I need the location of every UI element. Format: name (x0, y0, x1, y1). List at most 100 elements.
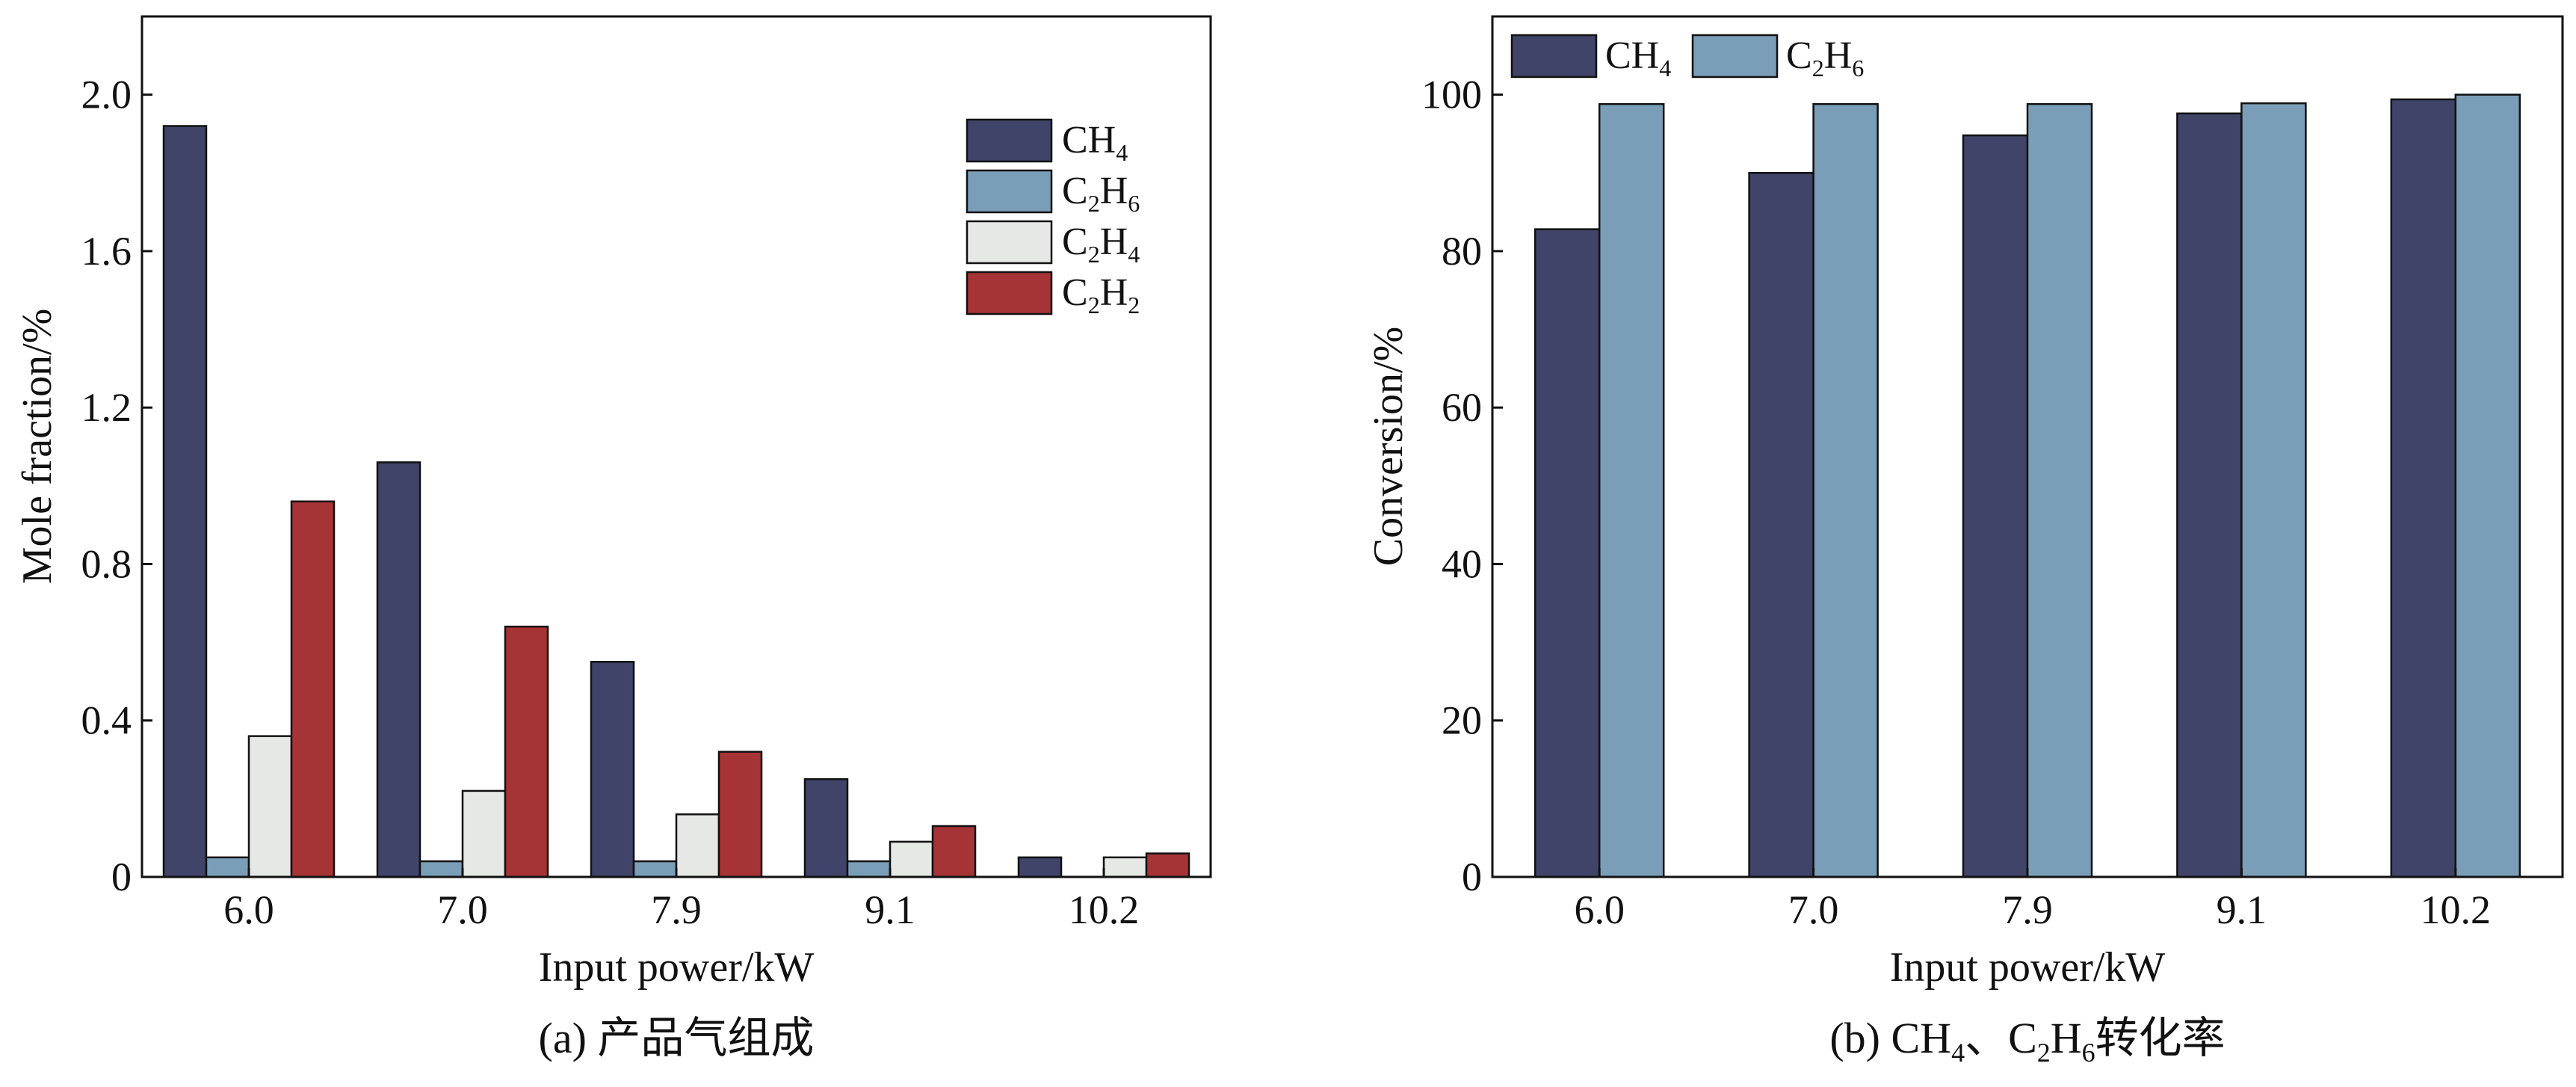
chart-a-bar-C2H4-9.1 (889, 840, 934, 878)
chart-b-caption-prefix: (b) (1829, 1014, 1891, 1062)
chart-b-x-tick-label-7.0: 7.0 (1788, 887, 1839, 932)
chart-a-x-tick-label-6.0: 6.0 (223, 887, 274, 932)
chart-a-caption-prefix: (a) (539, 1014, 598, 1062)
chart-b-x-tick-label-10.2: 10.2 (2421, 887, 2492, 932)
chart-b-x-axis-label: Input power/kW (1890, 944, 2166, 991)
chart-b-bar-C2H6-6.0 (1598, 102, 1665, 878)
chart-a-bar-CH4-10.2 (1017, 856, 1063, 878)
chart-a-legend-label-C2H6-sub2: 6 (1128, 190, 1140, 217)
chart-a-legend-swatch-CH4 (966, 118, 1053, 163)
chart-a-bar-C2H6-9.1 (846, 860, 892, 878)
chart-a-legend-swatch-C2H4 (966, 220, 1053, 265)
chart-a-legend-label-C2H6-base: C (1062, 170, 1088, 212)
chart-b-caption-sep-c: 、C (1965, 1014, 2037, 1062)
chart-a-bar-CH4-6.0 (162, 125, 208, 878)
chart-b-legend-label-CH4-base: CH (1605, 34, 1659, 77)
chart-a-x-axis-label: Input power/kW (539, 944, 815, 991)
chart-b-caption-sub2: 2 (2037, 1038, 2051, 1068)
chart-b-legend-label-CH4-sub1: 4 (1659, 55, 1671, 81)
chart-a-legend-label-C2H6-mid: H (1100, 170, 1128, 212)
chart-a-legend-label-C2H4: C2H4 (1062, 221, 1140, 268)
chart-a-x-tick-label-7.9: 7.9 (651, 887, 702, 932)
chart-a-bar-C2H2-10.2 (1145, 852, 1190, 878)
chart-b-caption-sub6: 6 (2082, 1038, 2095, 1068)
chart-a-y-tick-label-0: 0 (111, 854, 132, 899)
chart-a-bar-C2H6-6.0 (205, 856, 250, 878)
chart-a-mole-fraction: 00.40.81.21.62.0 6.0 7.0 7.9 9.1 10.2 CH4C2H… (14, 15, 1212, 1062)
chart-a-y-axis-label: Mole fraction/% (14, 309, 61, 585)
chart-b-bar-C2H6-9.1 (2240, 102, 2307, 878)
chart-a-bar-C2H4-10.2 (1102, 856, 1148, 878)
chart-b-x-tick-label-6.0: 6.0 (1574, 887, 1625, 932)
chart-a-y-tick-label-1: 0.4 (81, 698, 132, 743)
chart-a-legend-label-C2H6-sub1: 2 (1088, 190, 1100, 217)
chart-b-caption-ch: CH (1891, 1014, 1951, 1062)
chart-b-x-ticks: 6.0 7.0 7.9 9.1 10.2 (1574, 868, 2491, 932)
chart-b-y-tick-label-4: 80 (1442, 229, 1482, 274)
chart-a-y-tick-label-5: 2.0 (81, 73, 132, 117)
chart-a-legend-label-C2H6: C2H6 (1062, 170, 1140, 217)
chart-a-legend-label-CH4: CH4 (1062, 119, 1128, 166)
chart-a-legend-label-C2H2-mid: H (1100, 271, 1128, 314)
chart-a-bar-C2H4-7.0 (461, 789, 507, 878)
chart-a-bar-C2H4-7.9 (675, 813, 720, 878)
chart-a-bar-C2H4-6.0 (247, 735, 293, 878)
chart-b-legend-label-C2H6-sub2: 6 (1852, 55, 1864, 81)
chart-a-caption: (a) 产品气组成 (539, 1014, 815, 1062)
chart-b-legend-swatch-CH4 (1510, 34, 1598, 78)
chart-b-legend: CH4 C2H6 (1510, 34, 1864, 81)
chart-b-x-tick-label-7.9: 7.9 (2002, 887, 2053, 932)
chart-a-bar-CH4-7.0 (376, 461, 421, 878)
chart-b-caption-suffix: 转化率 (2095, 1014, 2226, 1062)
chart-a-y-tick-label-4: 1.6 (81, 229, 132, 274)
chart-a-legend-label-C2H4-sub1: 2 (1088, 241, 1100, 268)
chart-b-bar-CH4-10.2 (2390, 98, 2457, 878)
chart-b-caption-sub4: 4 (1951, 1038, 1965, 1068)
chart-b-bars (1533, 93, 2521, 878)
chart-b-y-tick-label-2: 40 (1442, 541, 1482, 586)
chart-a-bar-C2H2-7.9 (717, 751, 763, 878)
chart-a-legend-label-C2H2-base: C (1062, 271, 1088, 314)
chart-b-bar-C2H6-7.9 (2026, 102, 2093, 878)
chart-a-legend-swatch-C2H6 (966, 169, 1053, 214)
chart-a-legend-label-C2H2: C2H2 (1062, 271, 1140, 318)
chart-b-legend-label-CH4: CH4 (1605, 34, 1671, 81)
chart-a-legend-label-CH4-sub1: 4 (1116, 139, 1128, 166)
chart-b-bar-CH4-9.1 (2176, 112, 2243, 878)
chart-a-y-tick-label-2: 0.8 (81, 541, 132, 586)
chart-a-y-ticks: 0 0.4 0.8 1.2 1.6 2.0 (81, 73, 152, 899)
chart-a-bar-CH4-7.9 (590, 661, 635, 878)
chart-a-bar-C2H2-9.1 (931, 825, 977, 878)
chart-a-caption-text: 产品气组成 (597, 1014, 814, 1062)
chart-a-x-tick-label-10.2: 10.2 (1069, 887, 1140, 932)
chart-a-legend-swatch-C2H2 (966, 271, 1053, 315)
chart-a-bar-CH4-9.1 (803, 777, 849, 878)
chart-a-legend-label-C2H2-sub1: 2 (1088, 292, 1100, 318)
chart-b-y-tick-label-1: 20 (1442, 698, 1482, 743)
chart-a-legend-label-CH4-base: CH (1062, 119, 1116, 161)
chart-a-bar-C2H6-7.9 (632, 860, 678, 878)
chart-b-legend-label-C2H6: C2H6 (1786, 34, 1864, 81)
chart-a-x-ticks: 6.0 7.0 7.9 9.1 10.2 (223, 868, 1139, 932)
chart-a-bars (162, 125, 1190, 878)
chart-b-legend-label-C2H6-mid: H (1824, 34, 1853, 77)
chart-b-bar-C2H6-10.2 (2454, 93, 2521, 878)
chart-b-y-tick-label-5: 100 (1421, 73, 1482, 117)
chart-a-bar-C2H6-7.0 (418, 860, 464, 878)
chart-a-x-tick-label-7.0: 7.0 (437, 887, 488, 932)
chart-a-bar-C2H2-6.0 (290, 500, 336, 878)
chart-b-y-tick-label-0: 0 (1462, 854, 1482, 899)
chart-a-legend-label-C2H4-sub2: 4 (1128, 241, 1140, 268)
chart-a-legend-label-C2H4-base: C (1062, 221, 1088, 263)
chart-a-legend-label-C2H4-mid: H (1100, 221, 1128, 263)
chart-b-bar-CH4-6.0 (1533, 228, 1601, 878)
chart-b-bar-CH4-7.0 (1748, 172, 1814, 878)
chart-a-bar-C2H2-7.0 (504, 625, 549, 878)
chart-a-x-tick-label-9.1: 9.1 (865, 887, 915, 932)
chart-b-caption: (b) CH4、C2H6转化率 (1829, 1014, 2225, 1068)
chart-b-y-axis-label: Conversion/% (1365, 327, 1412, 566)
chart-b-legend-label-C2H6-base: C (1786, 34, 1812, 77)
